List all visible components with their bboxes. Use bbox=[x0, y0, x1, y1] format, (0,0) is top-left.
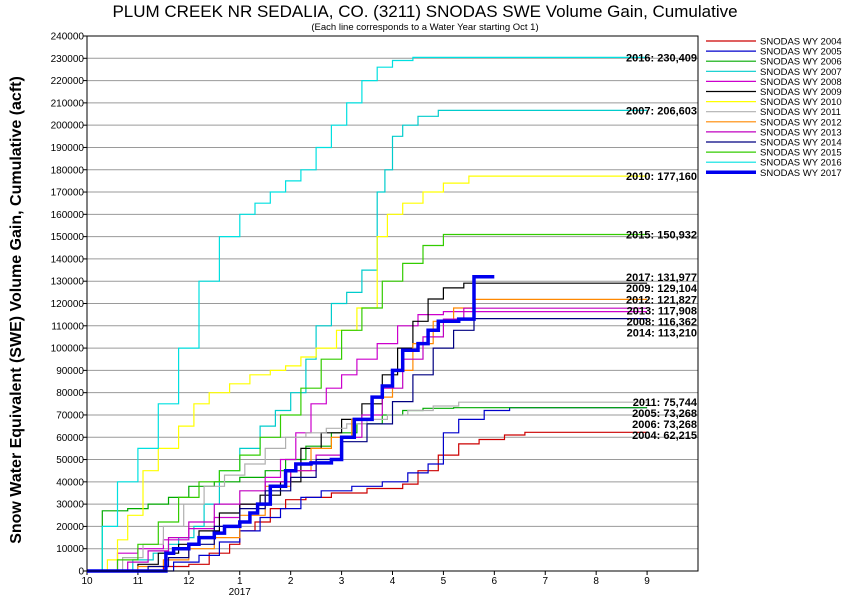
y-tick-label: 200000 bbox=[51, 121, 85, 132]
legend-item: SNODAS WY 2007 bbox=[760, 67, 842, 78]
legend-item: SNODAS WY 2016 bbox=[760, 158, 842, 169]
y-tick-label: 40000 bbox=[56, 477, 84, 488]
x-ticks: 10 11 12 1 2 3 4 5 6 7 8 9 bbox=[81, 571, 650, 587]
y-tick-label: 170000 bbox=[51, 188, 85, 199]
y-tick-label: 240000 bbox=[51, 32, 85, 43]
y-tick-label: 150000 bbox=[51, 232, 85, 243]
series-end-label: 2014: 113,210 bbox=[627, 327, 697, 339]
legend-item: SNODAS WY 2013 bbox=[760, 127, 842, 138]
y-axis-label: Snow Water Equivalent (SWE) Volume Gain,… bbox=[8, 76, 25, 544]
series-line bbox=[87, 407, 648, 572]
series-line bbox=[87, 275, 495, 573]
x-tick-label: 7 bbox=[542, 576, 548, 587]
series-line bbox=[87, 298, 648, 572]
legend-item: SNODAS WY 2006 bbox=[760, 57, 842, 68]
chart-title: PLUM CREEK NR SEDALIA, CO. (3211) SNODAS… bbox=[112, 2, 737, 21]
y-tick-label: 0 bbox=[78, 567, 84, 578]
x-tick-label: 11 bbox=[133, 576, 144, 587]
legend-item: SNODAS WY 2010 bbox=[760, 97, 842, 108]
y-tick-label: 50000 bbox=[56, 455, 84, 466]
series-line bbox=[87, 109, 648, 572]
legend-item: SNODAS WY 2008 bbox=[760, 77, 842, 88]
series-line bbox=[87, 401, 648, 572]
y-tick-label: 90000 bbox=[56, 366, 84, 377]
series-end-label: 2017: 131,977 bbox=[626, 272, 697, 284]
series-lines bbox=[87, 56, 648, 573]
y-tick-label: 20000 bbox=[56, 522, 84, 533]
legend-item: SNODAS WY 2015 bbox=[760, 148, 842, 159]
x-tick-label: 9 bbox=[644, 576, 650, 587]
grid bbox=[87, 57, 698, 550]
series-line bbox=[87, 175, 648, 572]
y-tick-label: 30000 bbox=[56, 500, 84, 511]
x-tick-label: 1 bbox=[237, 576, 243, 587]
y-tick-label: 120000 bbox=[51, 299, 85, 310]
series-end-label: 2009: 129,104 bbox=[626, 283, 698, 295]
x-tick-label: 3 bbox=[339, 576, 345, 587]
x-tick-label: 6 bbox=[492, 576, 498, 587]
x-tick-label: 8 bbox=[593, 576, 599, 587]
y-tick-label: 140000 bbox=[51, 254, 85, 265]
y-tick-label: 230000 bbox=[51, 54, 85, 65]
plot-border bbox=[86, 35, 699, 572]
y-tick-label: 80000 bbox=[56, 388, 84, 399]
y-tick-label: 110000 bbox=[51, 321, 84, 332]
y-tick-label: 190000 bbox=[51, 143, 85, 154]
y-tick-label: 220000 bbox=[51, 76, 85, 87]
series-line bbox=[87, 407, 648, 572]
x-tick-label: 4 bbox=[390, 576, 396, 587]
series-line bbox=[87, 431, 648, 572]
series-end-label: 2011: 75,744 bbox=[633, 397, 698, 409]
legend-item: SNODAS WY 2017 bbox=[760, 168, 842, 179]
series-line bbox=[87, 311, 648, 572]
x-tick-label: 10 bbox=[81, 576, 93, 587]
y-tick-label: 10000 bbox=[56, 544, 84, 555]
end-labels: 2016: 230,409 2007: 206,603 2010: 177,160 2… bbox=[626, 52, 698, 442]
legend-item: SNODAS WY 2014 bbox=[760, 138, 842, 149]
legend-item: SNODAS WY 2004 bbox=[760, 37, 842, 48]
y-tick-label: 180000 bbox=[51, 165, 85, 176]
series-end-label: 2007: 206,603 bbox=[626, 105, 697, 117]
legend-item: SNODAS WY 2005 bbox=[760, 47, 842, 58]
series-end-label: 2015: 150,932 bbox=[626, 230, 697, 242]
y-tick-label: 130000 bbox=[51, 277, 85, 288]
series-end-label: 2013: 117,908 bbox=[627, 305, 697, 317]
y-ticks: 0 10000 20000 30000 40000 50000 60000 70000 8000… bbox=[51, 32, 87, 578]
x-year-label: 2017 bbox=[229, 587, 252, 598]
y-tick-label: 60000 bbox=[56, 433, 84, 444]
series-line bbox=[87, 233, 648, 572]
series-end-label: 2010: 177,160 bbox=[626, 171, 697, 183]
legend-item: SNODAS WY 2009 bbox=[760, 87, 842, 98]
series-end-label: 2006: 73,268 bbox=[632, 419, 697, 431]
y-tick-label: 100000 bbox=[51, 344, 85, 355]
series-end-label: 2016: 230,409 bbox=[626, 52, 697, 64]
y-tick-label: 210000 bbox=[51, 98, 85, 109]
x-tick-label: 12 bbox=[183, 576, 195, 587]
series-line bbox=[87, 318, 648, 572]
legend-item: SNODAS WY 2012 bbox=[760, 117, 842, 128]
x-tick-label: 2 bbox=[288, 576, 294, 587]
x-tick-label: 5 bbox=[441, 576, 447, 587]
series-end-label: 2004: 62,215 bbox=[632, 430, 697, 442]
y-tick-label: 160000 bbox=[51, 210, 85, 221]
series-end-label: 2008: 116,362 bbox=[627, 316, 697, 328]
series-end-label: 2005: 73,268 bbox=[632, 408, 697, 420]
series-end-label: 2012: 121,827 bbox=[626, 294, 697, 306]
series-line bbox=[87, 56, 648, 572]
legend-item: SNODAS WY 2011 bbox=[760, 107, 841, 118]
chart-subtitle: (Each line corresponds to a Water Year s… bbox=[311, 22, 538, 33]
y-tick-label: 70000 bbox=[56, 410, 84, 421]
